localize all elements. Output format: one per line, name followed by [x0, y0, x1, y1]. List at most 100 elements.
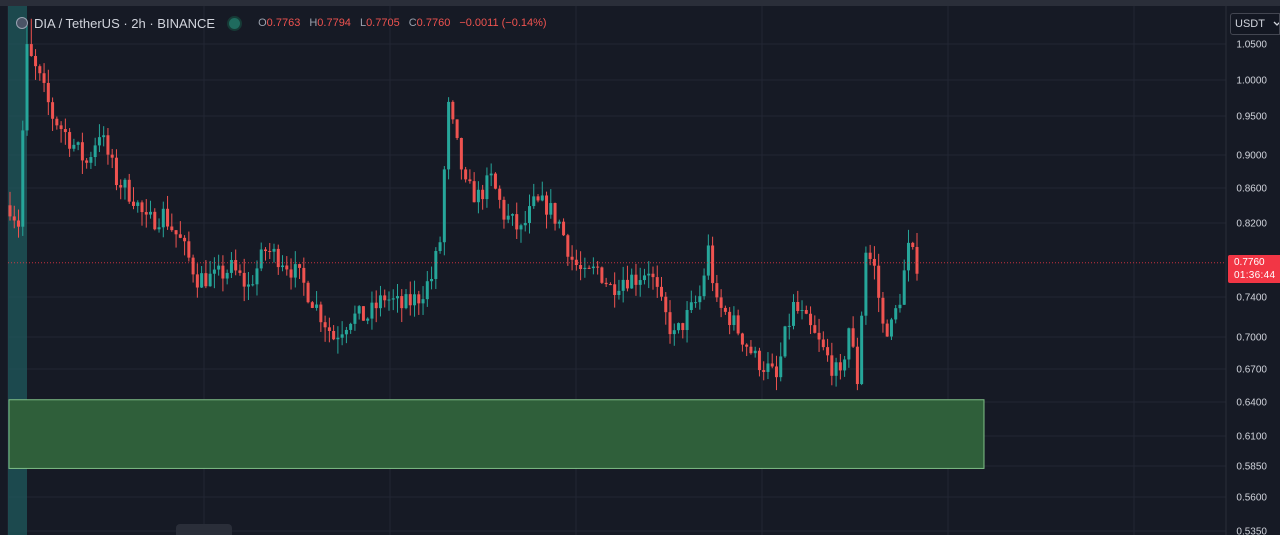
candle-up	[732, 315, 736, 326]
candle-down	[38, 66, 42, 74]
candle-down	[604, 282, 608, 285]
candle-up	[217, 265, 221, 270]
candle-up	[123, 179, 127, 188]
candle-up	[906, 242, 910, 271]
candle-down	[545, 195, 549, 215]
candle-down	[493, 173, 497, 189]
demand-zone-rect[interactable]	[8, 399, 985, 469]
candle-down	[144, 212, 148, 215]
candle-down	[681, 323, 685, 331]
candle-down	[221, 265, 225, 279]
candle-up	[698, 296, 702, 303]
candle-down	[417, 294, 421, 304]
candle-down	[166, 208, 170, 227]
candle-up	[344, 329, 348, 335]
candle-down	[298, 264, 302, 268]
price-tick-label: 0.7400	[1236, 293, 1267, 304]
candle-up	[489, 173, 493, 176]
last-price-value: 0.7760	[1234, 257, 1265, 268]
candle-down	[289, 269, 293, 278]
bar-countdown: 01:36:44	[1234, 270, 1276, 281]
candle-down	[110, 154, 114, 158]
candle-down	[106, 135, 110, 155]
candle-up	[366, 318, 370, 321]
candle-up	[391, 298, 395, 300]
candle-up	[442, 169, 446, 243]
close-label: C	[408, 17, 417, 29]
candle-down	[400, 296, 404, 309]
candle-up	[370, 302, 374, 319]
change-value: −0.0011 (−0.14%)	[459, 17, 547, 29]
candle-up	[889, 319, 893, 337]
ohlc-values: O 0.7763 H 0.7794 L 0.7705 C 0.7760 −0.0011 …	[258, 17, 546, 29]
candle-down	[826, 347, 830, 356]
candle-down	[868, 252, 872, 259]
candle-down	[187, 241, 191, 258]
price-tick-label: 0.5600	[1236, 493, 1267, 504]
candle-up	[642, 275, 646, 281]
currency-select-button[interactable]: USDT	[1230, 13, 1280, 35]
candle-up	[76, 142, 80, 145]
price-tick-label: 0.5850	[1236, 462, 1267, 473]
candle-down	[204, 273, 208, 287]
candle-down	[728, 311, 732, 326]
candle-down	[660, 286, 664, 297]
candle-down	[306, 282, 310, 303]
candle-up	[864, 252, 868, 316]
symbol-logo-icon	[16, 17, 28, 29]
candle-down	[263, 249, 267, 252]
candle-up	[89, 157, 93, 163]
candle-down	[242, 272, 246, 287]
bottom-toolbar-tab[interactable]	[176, 524, 232, 535]
candle-down	[68, 132, 72, 149]
candle-down	[361, 306, 365, 321]
candle-down	[59, 125, 63, 130]
price-tick-label: 0.7000	[1236, 333, 1267, 344]
candle-down	[625, 279, 629, 289]
candle-down	[804, 310, 808, 314]
candle-down	[821, 339, 825, 348]
candle-up	[349, 323, 353, 330]
candle-up	[272, 248, 276, 252]
candle-up	[523, 222, 527, 226]
candle-down	[566, 235, 570, 257]
candle-down	[757, 350, 761, 371]
candle-up	[532, 196, 536, 207]
candle-up	[672, 330, 676, 335]
price-tick-label: 0.6400	[1236, 398, 1267, 409]
candle-up	[766, 363, 770, 372]
candle-up	[421, 299, 425, 304]
candle-up	[779, 356, 783, 378]
candle-up	[353, 313, 357, 324]
candle-up	[800, 310, 804, 312]
low-label: L	[359, 17, 367, 29]
price-tick-label: 0.6100	[1236, 432, 1267, 443]
candle-down	[234, 260, 238, 271]
candle-down	[915, 246, 919, 274]
candle-up	[255, 268, 259, 285]
candle-up	[246, 284, 250, 287]
candle-down	[238, 270, 242, 273]
market-status-icon[interactable]	[229, 17, 241, 29]
price-tick-label: 0.5350	[1236, 527, 1267, 535]
candle-down	[749, 346, 753, 354]
candle-down	[553, 203, 557, 224]
candle-down	[178, 234, 182, 238]
candle-down	[285, 265, 289, 270]
symbol-title[interactable]: DIA / TetherUS · 2h · BINANCE	[34, 15, 216, 31]
candle-down	[127, 179, 131, 202]
candle-down	[191, 257, 195, 275]
candle-down	[140, 202, 144, 213]
candle-up	[540, 195, 544, 201]
candle-down	[600, 267, 604, 283]
candle-up	[702, 275, 706, 297]
candle-up	[225, 272, 229, 279]
candle-down	[153, 211, 157, 230]
candle-down	[574, 259, 578, 266]
candle-up	[621, 279, 625, 291]
candle-up	[843, 359, 847, 371]
candle-down	[851, 328, 855, 347]
candle-up	[102, 135, 106, 138]
candle-down	[562, 221, 566, 236]
